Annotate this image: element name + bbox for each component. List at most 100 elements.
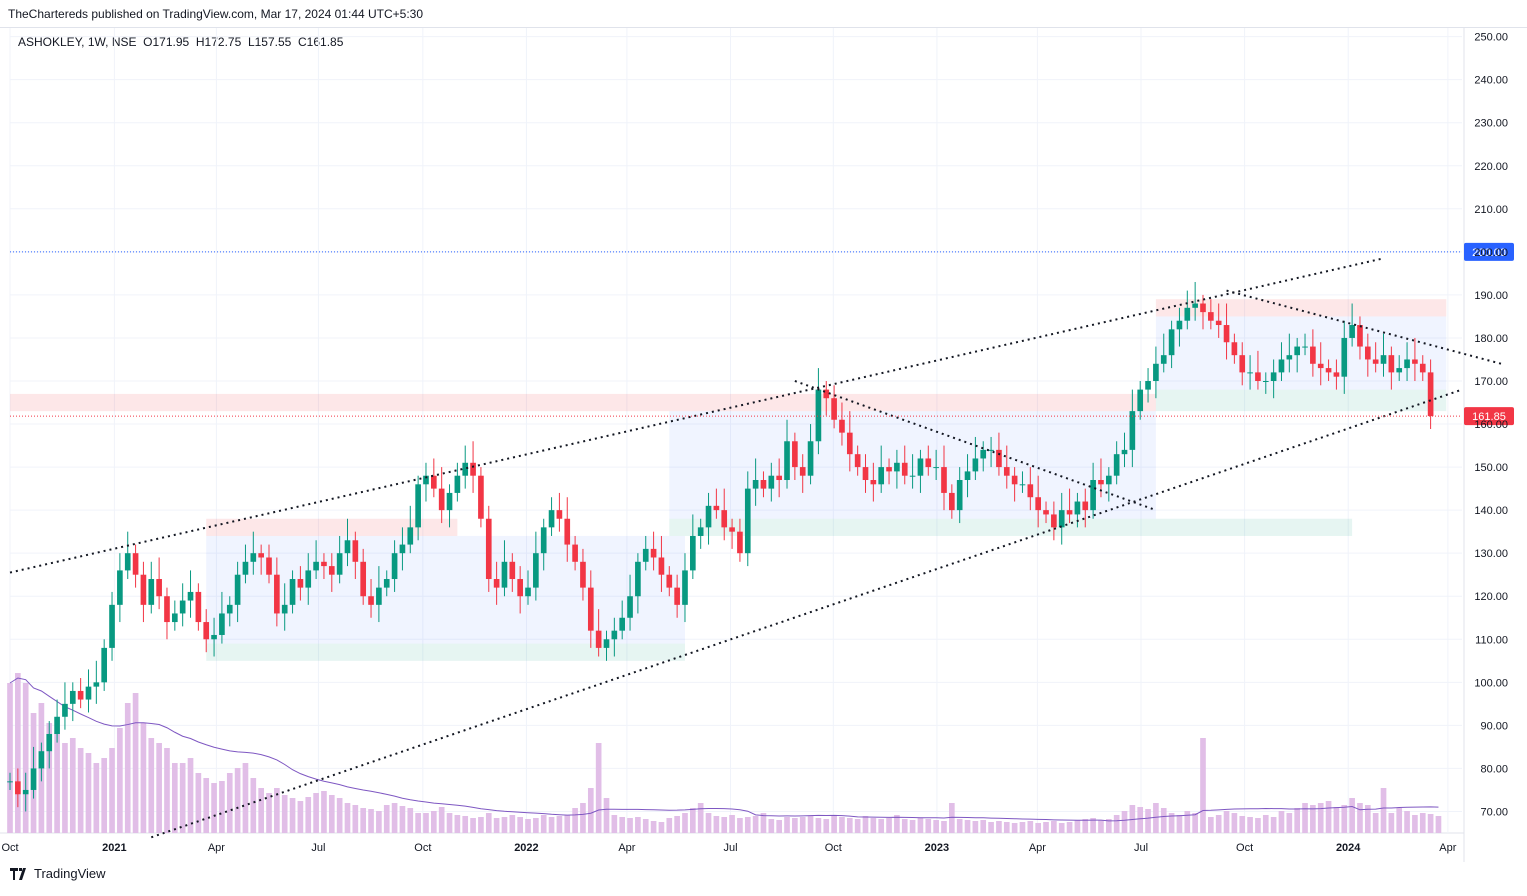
candle[interactable]: [501, 561, 508, 588]
candle[interactable]: [901, 462, 908, 476]
candle[interactable]: [1082, 501, 1089, 511]
candle[interactable]: [1317, 363, 1324, 369]
candle[interactable]: [305, 570, 312, 588]
candle[interactable]: [525, 587, 531, 597]
candle[interactable]: [509, 561, 516, 580]
candle[interactable]: [1208, 312, 1214, 321]
candle[interactable]: [1074, 501, 1081, 515]
candle[interactable]: [1380, 355, 1387, 364]
candle[interactable]: [839, 419, 845, 433]
candle[interactable]: [1066, 510, 1073, 515]
candle[interactable]: [1231, 342, 1238, 356]
candle[interactable]: [1349, 325, 1355, 338]
candle[interactable]: [344, 540, 351, 554]
candle[interactable]: [1404, 359, 1410, 369]
candle[interactable]: [360, 561, 367, 597]
candle[interactable]: [179, 600, 186, 614]
candle[interactable]: [1003, 467, 1010, 476]
candle[interactable]: [627, 596, 633, 618]
candle[interactable]: [336, 553, 343, 575]
candle[interactable]: [1168, 329, 1175, 356]
candle[interactable]: [1270, 372, 1277, 381]
candle[interactable]: [1192, 303, 1198, 308]
candle[interactable]: [1396, 368, 1403, 373]
candle[interactable]: [996, 449, 1002, 468]
candle[interactable]: [517, 579, 523, 597]
candle[interactable]: [674, 587, 680, 605]
candle[interactable]: [697, 527, 704, 536]
candle[interactable]: [729, 527, 735, 532]
candle[interactable]: [894, 462, 900, 472]
candle[interactable]: [603, 639, 610, 648]
candle[interactable]: [274, 574, 280, 614]
candle[interactable]: [1105, 475, 1112, 485]
candle[interactable]: [132, 553, 139, 575]
candle[interactable]: [22, 789, 29, 795]
candle[interactable]: [1262, 380, 1269, 382]
candle[interactable]: [1137, 389, 1144, 412]
candle[interactable]: [1333, 372, 1340, 377]
candle[interactable]: [886, 467, 892, 472]
candle[interactable]: [1364, 346, 1371, 360]
candle[interactable]: [917, 458, 924, 476]
candle[interactable]: [30, 768, 37, 790]
price-chart[interactable]: 200.00 161.85 70.00 80.00 90.00 100.00 110.00 1…: [0, 28, 1527, 862]
candle[interactable]: [642, 548, 649, 562]
candle[interactable]: [117, 570, 123, 605]
candle[interactable]: [313, 561, 319, 571]
candle[interactable]: [415, 484, 421, 528]
candle[interactable]: [807, 441, 814, 476]
candle[interactable]: [1113, 454, 1120, 476]
candle[interactable]: [737, 531, 743, 554]
candle[interactable]: [352, 540, 359, 562]
candle[interactable]: [321, 561, 327, 567]
candle[interactable]: [171, 613, 178, 623]
candle[interactable]: [187, 591, 194, 601]
candle[interactable]: [1388, 355, 1395, 373]
candle[interactable]: [250, 553, 257, 562]
candle[interactable]: [1011, 475, 1018, 485]
candle[interactable]: [595, 630, 602, 648]
candle[interactable]: [203, 622, 210, 640]
candle[interactable]: [1302, 346, 1308, 348]
candle[interactable]: [705, 505, 712, 528]
candle[interactable]: [226, 604, 233, 614]
candle[interactable]: [1341, 337, 1348, 377]
candle[interactable]: [823, 389, 830, 399]
candle[interactable]: [1255, 372, 1261, 381]
candle[interactable]: [69, 690, 76, 704]
candle[interactable]: [1247, 372, 1253, 374]
candle[interactable]: [219, 613, 225, 635]
candle[interactable]: [548, 510, 555, 528]
candle[interactable]: [328, 566, 335, 575]
candle[interactable]: [1239, 355, 1246, 373]
candle[interactable]: [988, 449, 994, 451]
candle[interactable]: [846, 432, 853, 455]
candle[interactable]: [54, 716, 60, 734]
candle[interactable]: [1325, 368, 1332, 373]
candle[interactable]: [62, 703, 68, 717]
candle[interactable]: [109, 604, 115, 648]
candle[interactable]: [211, 634, 217, 640]
candle[interactable]: [964, 471, 971, 481]
candle[interactable]: [15, 781, 21, 795]
candle[interactable]: [297, 579, 304, 588]
candle[interactable]: [784, 441, 790, 481]
candle[interactable]: [752, 480, 759, 489]
candle[interactable]: [564, 518, 571, 545]
candle[interactable]: [423, 475, 429, 485]
trendline[interactable]: [9, 257, 1384, 574]
candle[interactable]: [556, 510, 563, 519]
candle[interactable]: [1019, 484, 1026, 486]
candle[interactable]: [949, 492, 955, 511]
candle[interactable]: [972, 458, 979, 472]
candle[interactable]: [399, 544, 406, 554]
candle[interactable]: [1153, 363, 1159, 381]
candle[interactable]: [454, 475, 461, 493]
candle[interactable]: [289, 579, 296, 605]
candle[interactable]: [870, 480, 877, 485]
candle[interactable]: [572, 544, 578, 562]
candle[interactable]: [792, 441, 798, 468]
candle[interactable]: [1051, 514, 1057, 528]
candle[interactable]: [93, 682, 100, 687]
